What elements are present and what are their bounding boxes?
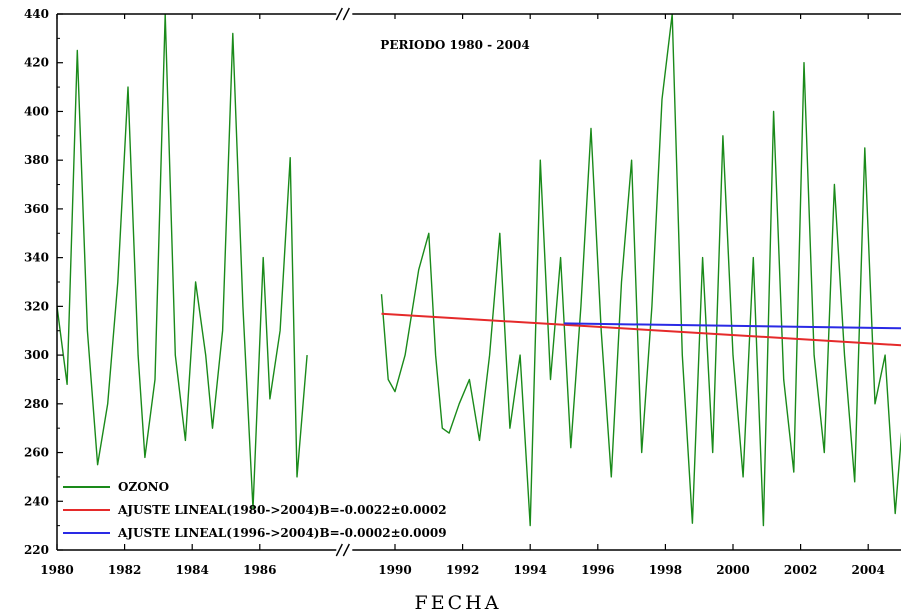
x-tick-label: 1982 — [108, 563, 141, 577]
y-tick-label: 400 — [24, 104, 49, 118]
series-line-ozono — [380, 14, 901, 527]
x-tick-label: 1980 — [40, 563, 73, 577]
x-tick-label: 2004 — [851, 563, 884, 577]
x-tick-label: 1990 — [378, 563, 411, 577]
series-line-fit-1996-2004 — [563, 322, 901, 330]
axis-break-slash — [335, 543, 343, 557]
y-tick-label: 420 — [24, 56, 49, 70]
axis-break-gap — [336, 547, 353, 553]
chart-title: PERIODO 1980 - 2004 — [380, 38, 529, 52]
y-tick-label: 440 — [24, 7, 49, 21]
axis-break-slash — [342, 543, 350, 557]
legend-label: OZONO — [118, 480, 169, 494]
series-line-fit-1980-2004 — [381, 312, 901, 347]
x-axis-label: FECHA — [415, 592, 502, 614]
legend-label: AJUSTE LINEAL(1996->2004)B=-0.0002±0.000… — [117, 526, 447, 540]
y-tick-label: 300 — [24, 348, 49, 362]
y-tick-label: 380 — [24, 153, 49, 167]
y-tick-label: 220 — [24, 543, 49, 557]
legend-label: AJUSTE LINEAL(1980->2004)B=-0.0022±0.000… — [117, 503, 447, 517]
x-tick-label: 1998 — [649, 563, 682, 577]
y-tick-label: 360 — [24, 202, 49, 216]
legend: OZONO AJUSTE LINEAL(1980->2004)B=-0.0022±… — [63, 480, 447, 540]
axis-break-slash — [335, 7, 343, 21]
axis-break-slash — [342, 7, 350, 21]
y-tick-label: 240 — [24, 494, 49, 508]
x-tick-label: 1984 — [175, 563, 208, 577]
y-tick-label: 340 — [24, 251, 49, 265]
x-tick-label: 2002 — [784, 563, 817, 577]
axis-break-gap — [336, 11, 353, 17]
y-tick-label: 320 — [24, 299, 49, 313]
x-tick-label: 1992 — [446, 563, 479, 577]
axis-break — [335, 7, 353, 557]
x-tick-label: 2000 — [716, 563, 749, 577]
x-tick-label: 1994 — [513, 563, 546, 577]
y-tick-label: 260 — [24, 446, 49, 460]
series-line-ozono — [57, 14, 308, 510]
x-tick-label: 1996 — [581, 563, 614, 577]
x-tick-label: 1986 — [243, 563, 276, 577]
y-tick-label: 280 — [24, 397, 49, 411]
